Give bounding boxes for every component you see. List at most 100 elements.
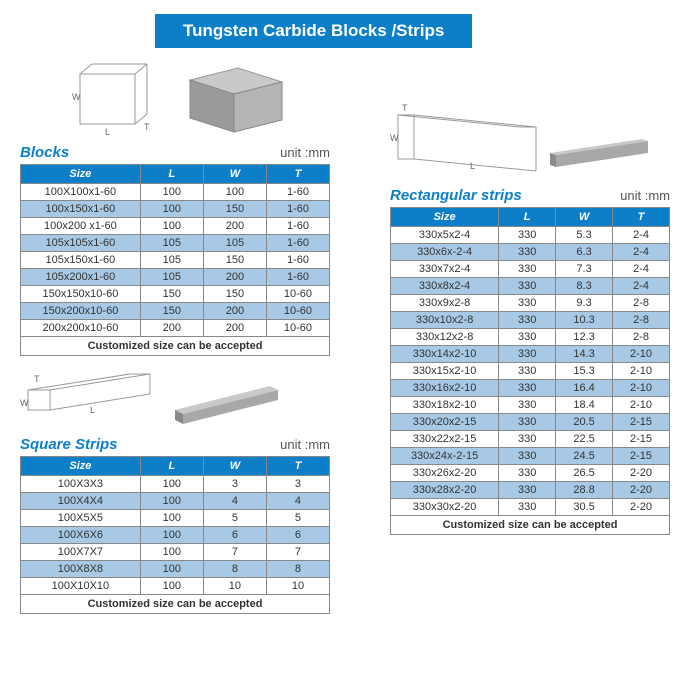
table-cell: 1-60: [266, 252, 329, 269]
table-cell: 100x150x1-60: [21, 201, 141, 218]
table-cell: 330x26x2-20: [391, 465, 499, 482]
table-cell: 7.3: [556, 261, 613, 278]
table-cell: 330: [499, 278, 556, 295]
table-cell: 26.5: [556, 465, 613, 482]
table-cell: 6.3: [556, 244, 613, 261]
svg-text:T: T: [144, 122, 150, 132]
table-cell: 100X100x1-60: [21, 184, 141, 201]
table-row: 100X10X101001010: [21, 578, 330, 595]
table-cell: 1-60: [266, 218, 329, 235]
rectangular-strip-diagram: T W L: [390, 103, 670, 181]
table-cell: 2-20: [613, 465, 670, 482]
table-cell: 7: [266, 544, 329, 561]
table-row: 330x18x2-1033018.42-10: [391, 397, 670, 414]
table-cell: 330: [499, 261, 556, 278]
table-header: W: [556, 208, 613, 227]
table-row: 100x200 x1-601002001-60: [21, 218, 330, 235]
rectangular-strips-table: SizeLWT330x5x2-43305.32-4330x6x-2-43306.…: [390, 207, 670, 535]
table-cell: 200: [203, 218, 266, 235]
table-cell: 3: [203, 476, 266, 493]
table-footer: Customized size can be accepted: [21, 595, 330, 614]
table-cell: 100: [140, 561, 203, 578]
table-cell: 100: [140, 218, 203, 235]
table-cell: 22.5: [556, 431, 613, 448]
table-cell: 330x8x2-4: [391, 278, 499, 295]
table-cell: 330: [499, 448, 556, 465]
table-cell: 1-60: [266, 201, 329, 218]
table-cell: 330x6x-2-4: [391, 244, 499, 261]
table-cell: 6: [203, 527, 266, 544]
table-cell: 330x18x2-10: [391, 397, 499, 414]
table-cell: 2-8: [613, 312, 670, 329]
table-cell: 28.8: [556, 482, 613, 499]
table-cell: 15.3: [556, 363, 613, 380]
table-cell: 6: [266, 527, 329, 544]
table-row: 150x150x10-6015015010-60: [21, 286, 330, 303]
table-cell: 100: [140, 578, 203, 595]
svg-text:L: L: [105, 127, 110, 137]
table-cell: 5: [266, 510, 329, 527]
table-cell: 330x10x2-8: [391, 312, 499, 329]
table-cell: 1-60: [266, 184, 329, 201]
table-cell: 1-60: [266, 269, 329, 286]
table-row: 330x28x2-2033028.82-20: [391, 482, 670, 499]
table-cell: 330: [499, 414, 556, 431]
table-header: L: [499, 208, 556, 227]
table-row: 330x15x2-1033015.32-10: [391, 363, 670, 380]
table-row: 330x6x-2-43306.32-4: [391, 244, 670, 261]
table-cell: 2-15: [613, 431, 670, 448]
table-cell: 330: [499, 227, 556, 244]
table-cell: 100X10X10: [21, 578, 141, 595]
table-cell: 200: [203, 303, 266, 320]
table-cell: 4: [266, 493, 329, 510]
table-cell: 330: [499, 312, 556, 329]
table-header: T: [613, 208, 670, 227]
table-cell: 330x14x2-10: [391, 346, 499, 363]
table-cell: 8: [203, 561, 266, 578]
table-cell: 30.5: [556, 499, 613, 516]
unit-label: unit :mm: [280, 437, 330, 452]
table-cell: 330x5x2-4: [391, 227, 499, 244]
table-cell: 2-10: [613, 380, 670, 397]
table-cell: 10-60: [266, 303, 329, 320]
table-cell: 330x7x2-4: [391, 261, 499, 278]
table-cell: 7: [203, 544, 266, 561]
table-cell: 330: [499, 346, 556, 363]
table-cell: 2-15: [613, 414, 670, 431]
table-row: 330x12x2-833012.32-8: [391, 329, 670, 346]
table-cell: 14.3: [556, 346, 613, 363]
table-cell: 100: [140, 201, 203, 218]
table-cell: 100X4X4: [21, 493, 141, 510]
table-row: 100X100x1-601001001-60: [21, 184, 330, 201]
table-cell: 16.4: [556, 380, 613, 397]
svg-text:L: L: [90, 405, 95, 415]
block-diagram: W L T: [70, 60, 330, 138]
table-cell: 330x15x2-10: [391, 363, 499, 380]
table-cell: 18.4: [556, 397, 613, 414]
table-cell: 2-4: [613, 261, 670, 278]
table-row: 330x10x2-833010.32-8: [391, 312, 670, 329]
table-cell: 100X5X5: [21, 510, 141, 527]
table-cell: 150x150x10-60: [21, 286, 141, 303]
table-cell: 330: [499, 380, 556, 397]
square-strip-diagram: T W L: [20, 368, 330, 430]
svg-text:T: T: [34, 374, 40, 384]
table-cell: 2-4: [613, 227, 670, 244]
table-cell: 12.3: [556, 329, 613, 346]
table-cell: 100x200 x1-60: [21, 218, 141, 235]
table-cell: 105: [140, 252, 203, 269]
table-cell: 100: [140, 510, 203, 527]
table-row: 330x7x2-43307.32-4: [391, 261, 670, 278]
table-cell: 100: [140, 544, 203, 561]
table-header: L: [140, 457, 203, 476]
blocks-title: Blocks: [20, 144, 69, 161]
table-cell: 5: [203, 510, 266, 527]
table-row: 150x200x10-6015020010-60: [21, 303, 330, 320]
table-cell: 100: [140, 493, 203, 510]
table-cell: 330: [499, 244, 556, 261]
table-header: T: [266, 457, 329, 476]
table-cell: 330: [499, 465, 556, 482]
table-header: Size: [21, 457, 141, 476]
square-strips-table: SizeLWT100X3X310033100X4X410044100X5X510…: [20, 456, 330, 614]
table-row: 100X4X410044: [21, 493, 330, 510]
